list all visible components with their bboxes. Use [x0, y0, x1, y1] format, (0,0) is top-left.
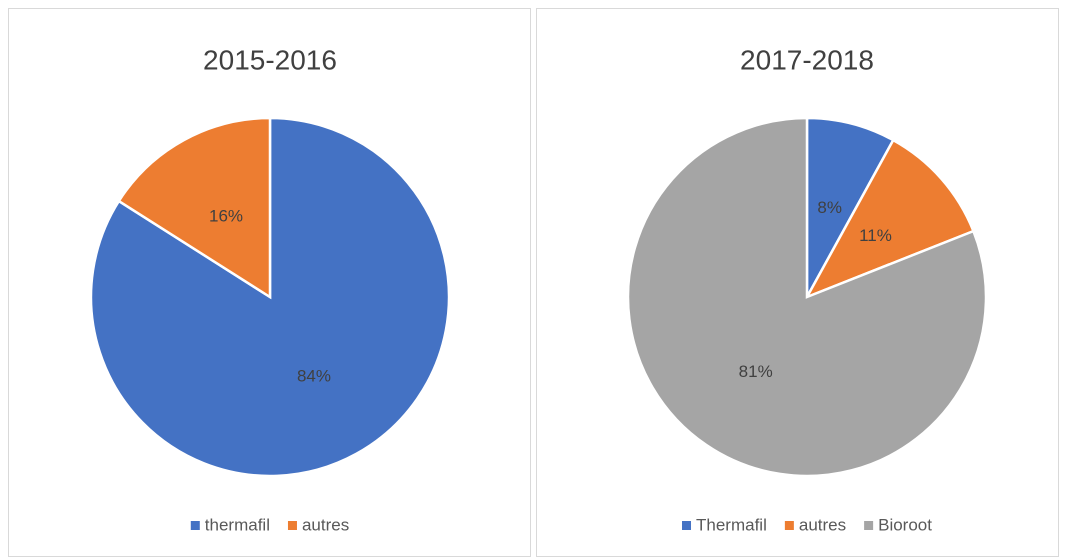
- pie-slice: [89, 116, 451, 478]
- legend-label: Bioroot: [878, 515, 932, 534]
- legend-label: thermafil: [205, 515, 270, 534]
- legend-label: Thermafil: [696, 515, 767, 534]
- data-label: 11%: [859, 226, 892, 245]
- data-label: 84%: [297, 366, 331, 385]
- data-label: 8%: [817, 198, 842, 217]
- legend-label: autres: [799, 515, 846, 534]
- legend-swatch: [784, 521, 794, 530]
- legend-label: autres: [302, 515, 349, 534]
- pie-slice: [626, 116, 988, 478]
- legend-swatch: [682, 521, 692, 530]
- legend-swatch: [190, 521, 200, 530]
- chart-title: 2015-2016: [203, 44, 337, 75]
- data-label: 16%: [209, 206, 243, 225]
- chart-title: 2017-2018: [740, 44, 874, 75]
- pie-slice: [804, 138, 976, 300]
- pie-slice: [805, 116, 895, 298]
- legend-swatch: [864, 521, 874, 530]
- pie-slice: [117, 116, 272, 300]
- data-label: 81%: [739, 362, 773, 381]
- legend-swatch: [287, 521, 297, 530]
